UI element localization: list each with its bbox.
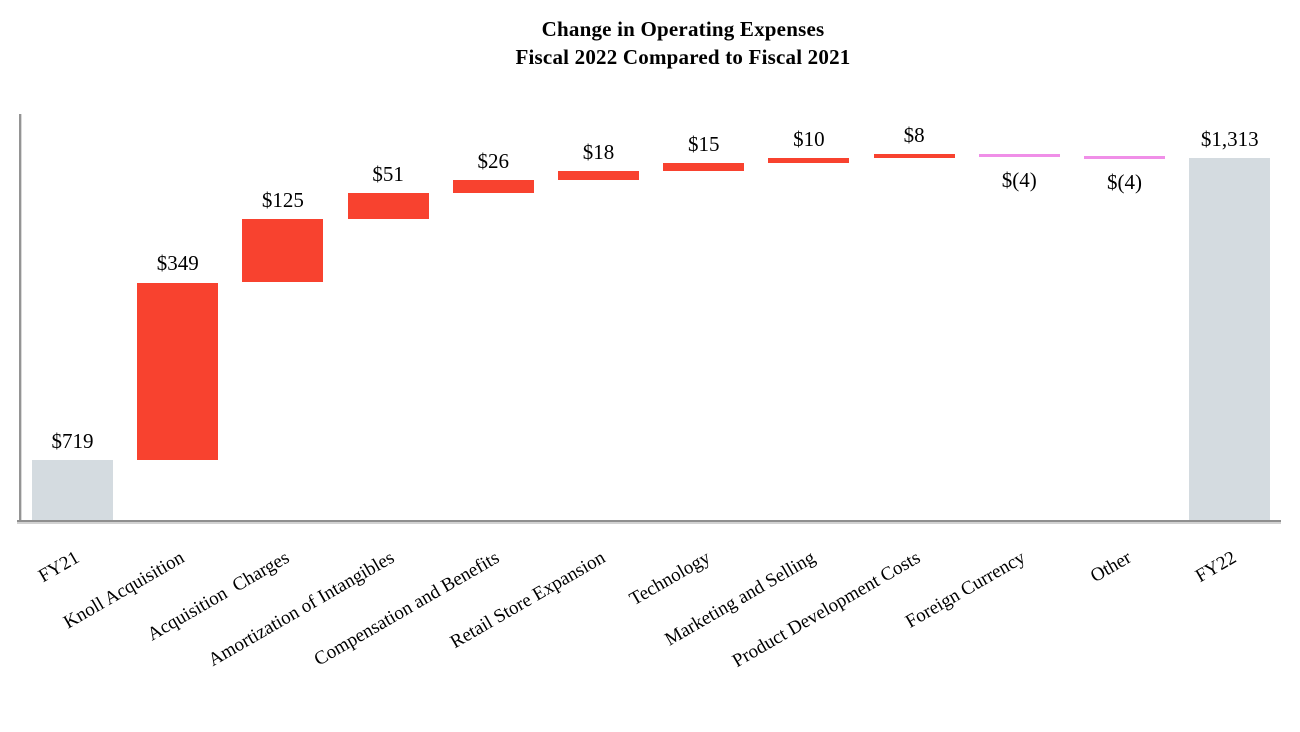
value-label-knoll-acquisition: $349 (156, 251, 199, 276)
chart-title-line1: Change in Operating Expenses (541, 17, 825, 41)
value-label-marketing-and-selling: $10 (793, 127, 825, 152)
bar-product-development-costs (873, 154, 955, 159)
bar-technology (663, 163, 745, 171)
chart-title: Change in Operating Expenses Fiscal 2022… (66, 16, 1300, 71)
bar-retail-store-expansion (558, 170, 639, 180)
value-label-fy22: $1,313 (1200, 127, 1259, 152)
value-label-acquisition-charges: $125 (261, 188, 304, 213)
y-axis-line (19, 114, 21, 522)
bar-foreign-currency (978, 154, 1060, 158)
x-axis-line (17, 520, 1281, 522)
bar-marketing-and-selling (768, 158, 850, 164)
x-axis-label-fy22: FY22 (1191, 547, 1240, 587)
bar-fy21 (32, 459, 113, 520)
value-label-amortization-of-intangibles: $51 (372, 162, 404, 187)
value-label-foreign-currency: $(4) (1001, 168, 1037, 193)
bar-amortization-of-intangibles (347, 193, 429, 220)
value-label-technology: $15 (687, 132, 720, 157)
bar-other (1084, 156, 1165, 160)
bar-knoll-acquisition (137, 282, 219, 460)
value-label-product-development-costs: $8 (903, 123, 925, 148)
value-label-fy21: $719 (51, 428, 94, 453)
chart-title-line2: Fiscal 2022 Compared to Fiscal 2021 (515, 44, 851, 69)
bar-acquisition-charges (242, 219, 324, 283)
bar-compensation-and-benefits (452, 180, 534, 194)
value-label-other: $(4) (1107, 170, 1142, 195)
value-label-compensation-and-benefits: $26 (477, 148, 510, 173)
value-label-retail-store-expansion: $18 (582, 139, 615, 164)
bar-fy22 (1189, 158, 1271, 520)
